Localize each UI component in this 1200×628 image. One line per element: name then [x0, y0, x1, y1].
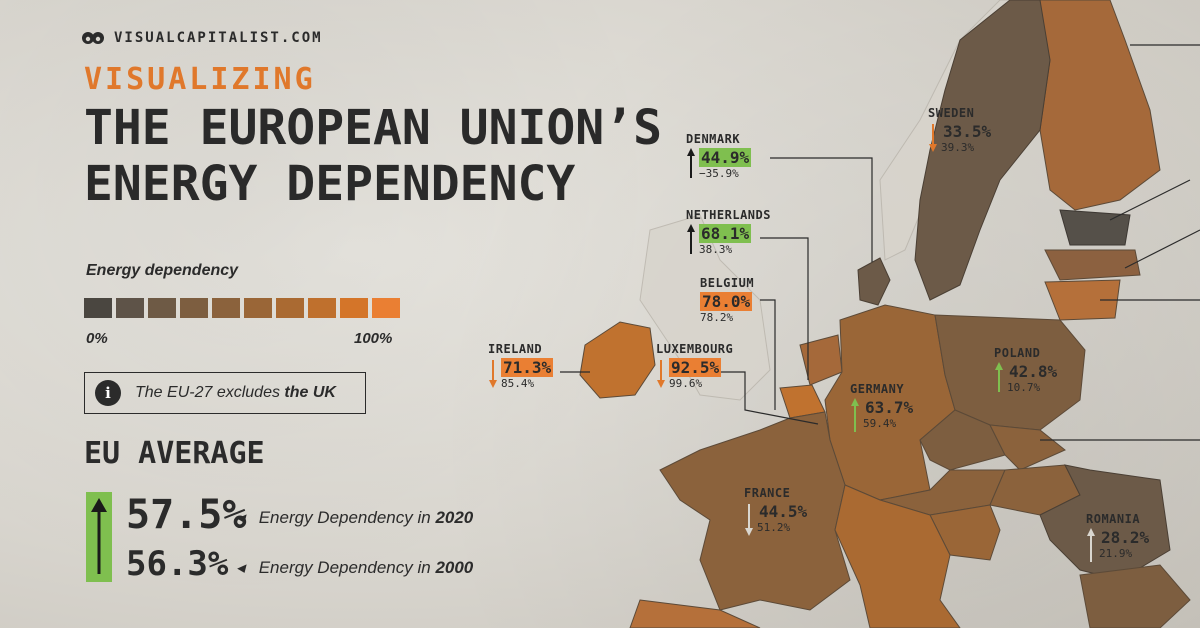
- legend-min-label: 0%: [86, 330, 108, 347]
- down-arrow-icon: [656, 358, 666, 388]
- legend-title: Energy dependency: [86, 262, 239, 279]
- country-france: [659, 411, 851, 611]
- country-finland: [1029, 0, 1161, 211]
- country-label-ireland: IRELAND 71.3% 85.4%: [488, 342, 554, 390]
- up-arrow-icon: [1086, 528, 1096, 562]
- country-label-luxembourg: LUXEMBOURG 92.5% 99.6%: [656, 342, 734, 390]
- country-denmark: [857, 257, 891, 306]
- leader-lines: [560, 44, 1200, 441]
- legend-swatch: [180, 298, 208, 318]
- country-ireland: [579, 321, 656, 399]
- country-latvia: [1044, 249, 1141, 281]
- down-arrow-icon: [744, 502, 754, 536]
- country-label-belgium: BELGIUM 78.0% 78.2%: [700, 276, 755, 324]
- country-label-denmark: DENMARK 44.9% −35.9%: [686, 132, 752, 180]
- up-arrow-icon: [994, 362, 1004, 392]
- note-box: i The EU-27 excludes the UK: [84, 372, 366, 414]
- legend-swatch: [148, 298, 176, 318]
- eu-average-2000-label: ◂ Energy Dependency in 2000: [236, 558, 474, 577]
- country-spain: [629, 599, 761, 628]
- legend-swatch: [276, 298, 304, 318]
- brand: VISUALCAPITALIST.COM: [82, 30, 323, 46]
- legend-max-label: 100%: [354, 330, 393, 347]
- eu-average-2000-value: 56.3%: [126, 544, 229, 584]
- brand-name: VISUALCAPITALIST.COM: [114, 30, 323, 46]
- visual-capitalist-logo-icon: [82, 32, 104, 44]
- country-label-poland: POLAND 42.8% 10.7%: [994, 346, 1058, 394]
- legend-swatch: [116, 298, 144, 318]
- eu-average-2020-label: ◂ Energy Dependency in 2020: [236, 508, 474, 527]
- title-kicker: VISUALIZING: [84, 62, 316, 97]
- legend-swatch: [340, 298, 368, 318]
- country-bulgaria: [1079, 564, 1191, 628]
- note-text: The EU-27 excludes the UK: [135, 384, 336, 401]
- legend-color-scale: [84, 298, 400, 318]
- up-arrow-icon: [686, 224, 696, 254]
- title-line-1: THE EUROPEAN UNION’S: [84, 100, 662, 156]
- country-label-romania: ROMANIA 28.2% 21.9%: [1086, 512, 1150, 562]
- country-slovakia: [989, 424, 1066, 471]
- up-arrow-icon: [686, 148, 696, 178]
- title-line-2: ENERGY DEPENDENCY: [84, 156, 576, 212]
- eu-average-heading: EU AVERAGE: [84, 436, 265, 471]
- country-label-netherlands: NETHERLANDS 68.1% 38.3%: [686, 208, 771, 256]
- country-label-france: FRANCE 44.5% 51.2%: [744, 486, 808, 536]
- country-label-germany: GERMANY 63.7% 59.4%: [850, 382, 914, 432]
- country-label-sweden: SWEDEN 33.5% 39.3%: [928, 106, 992, 154]
- down-arrow-icon: [928, 122, 938, 152]
- country-netherlands: [799, 334, 843, 386]
- country-lithuania: [1044, 279, 1121, 321]
- legend-swatch: [244, 298, 272, 318]
- legend-swatch: [212, 298, 240, 318]
- page-title: THE EUROPEAN UNION’S ENERGY DEPENDENCY: [84, 100, 662, 212]
- country-italy: [834, 484, 961, 628]
- up-arrow-icon: [850, 398, 860, 432]
- down-arrow-icon: [488, 358, 498, 388]
- legend-swatch: [84, 298, 112, 318]
- country-sweden: [914, 0, 1051, 301]
- eu-average-2020-value: 57.5%: [126, 492, 247, 538]
- eu-average-up-arrow-icon: [86, 492, 112, 582]
- info-icon: i: [95, 380, 121, 406]
- legend-swatch: [308, 298, 336, 318]
- legend-swatch: [372, 298, 400, 318]
